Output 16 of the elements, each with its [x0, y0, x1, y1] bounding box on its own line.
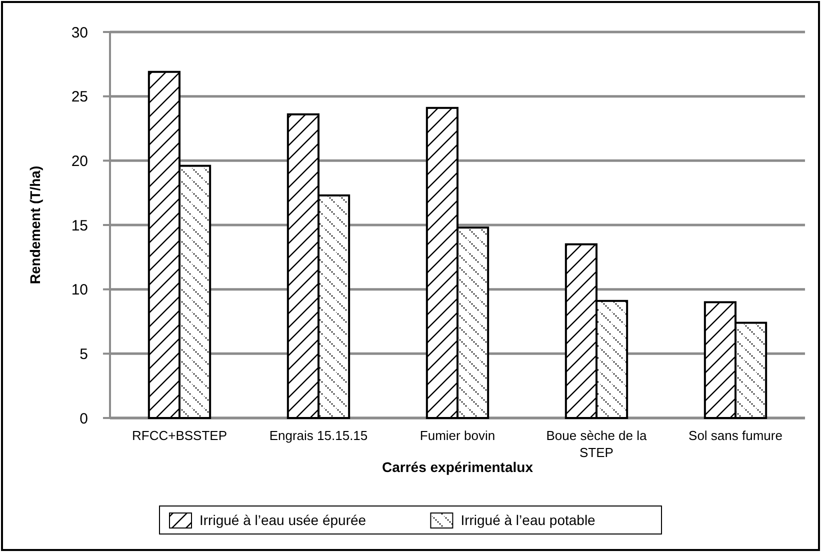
y-tick-label: 30	[71, 24, 88, 42]
x-tick-label: Engrais 15.15.15	[269, 428, 368, 443]
y-axis-title: Rendement (T/ha)	[27, 166, 43, 284]
y-tick-label: 10	[71, 282, 88, 299]
y-tick-label: 0	[80, 410, 88, 428]
y-tick-label: 5	[80, 346, 88, 363]
y-tick-label: 15	[71, 217, 88, 234]
x-tick-label: Fumier bovin	[420, 428, 496, 443]
legend-label: Irrigué à l’eau usée épurée	[200, 512, 366, 528]
y-tick-label: 20	[71, 152, 88, 170]
x-tick-label: RFCC+BSSTEP	[132, 428, 227, 443]
legend-label: Irrigué à l’eau potable	[460, 512, 596, 528]
x-axis-title: Carrés expérimentalux	[382, 459, 534, 475]
x-tick-label: Boue sèche de la STEP	[546, 428, 648, 460]
y-tick-label: 25	[71, 88, 88, 106]
x-tick-label: Sol sans fumure	[688, 428, 782, 443]
